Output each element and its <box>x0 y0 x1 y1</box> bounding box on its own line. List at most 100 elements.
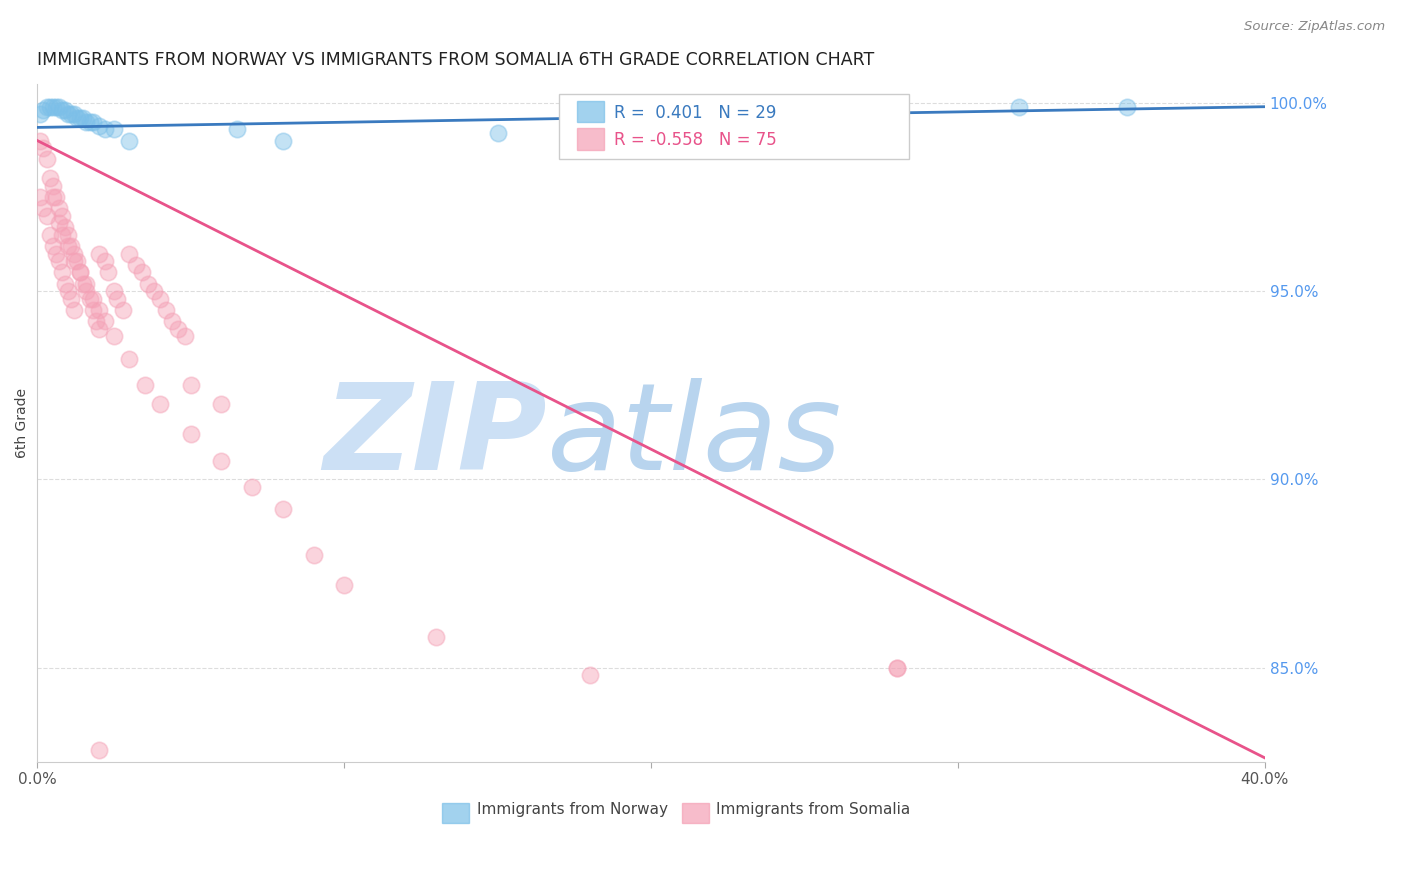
Point <box>87 119 110 133</box>
Point <box>53 277 76 291</box>
Point <box>94 254 117 268</box>
Point <box>103 329 125 343</box>
Point <box>41 100 63 114</box>
Point <box>60 239 83 253</box>
Point <box>53 103 76 118</box>
Point <box>79 292 101 306</box>
Point <box>32 202 55 216</box>
Point <box>48 202 70 216</box>
Point <box>118 134 141 148</box>
Point <box>72 277 94 291</box>
Point <box>131 265 153 279</box>
Point <box>486 126 509 140</box>
Text: ZIP: ZIP <box>323 378 547 495</box>
Point <box>103 284 125 298</box>
Point <box>60 292 83 306</box>
Point <box>35 209 58 223</box>
Point <box>63 254 86 268</box>
Point <box>333 578 356 592</box>
Point <box>66 254 89 268</box>
Point <box>82 303 104 318</box>
Point <box>180 427 202 442</box>
Point <box>32 103 55 118</box>
Point <box>45 190 67 204</box>
Point <box>63 107 86 121</box>
Point <box>425 631 447 645</box>
Point <box>69 265 91 279</box>
Point <box>53 220 76 235</box>
Point <box>211 397 233 411</box>
Point <box>211 453 233 467</box>
Point <box>35 153 58 167</box>
Point <box>136 277 159 291</box>
Point <box>82 115 104 129</box>
Point <box>32 141 55 155</box>
Point <box>762 107 785 121</box>
Point <box>48 254 70 268</box>
Point <box>48 216 70 230</box>
Point <box>149 397 172 411</box>
Point <box>41 239 63 253</box>
Point <box>30 107 52 121</box>
Point <box>35 100 58 114</box>
Point <box>63 303 86 318</box>
Point <box>56 239 79 253</box>
Text: R = -0.558   N = 75: R = -0.558 N = 75 <box>614 131 778 149</box>
Point <box>105 292 128 306</box>
Point <box>162 314 184 328</box>
Text: R =  0.401   N = 29: R = 0.401 N = 29 <box>614 103 776 121</box>
Text: Immigrants from Norway: Immigrants from Norway <box>477 802 668 816</box>
FancyBboxPatch shape <box>443 803 470 822</box>
Point <box>51 265 73 279</box>
Text: Immigrants from Somalia: Immigrants from Somalia <box>716 802 911 816</box>
Point <box>87 246 110 260</box>
Text: Source: ZipAtlas.com: Source: ZipAtlas.com <box>1244 20 1385 33</box>
Point <box>60 107 83 121</box>
FancyBboxPatch shape <box>578 128 605 150</box>
Point <box>56 227 79 242</box>
Point <box>41 190 63 204</box>
Point <box>56 284 79 298</box>
Point <box>87 743 110 757</box>
Point <box>240 480 263 494</box>
Point <box>97 265 120 279</box>
Point <box>63 246 86 260</box>
Point <box>69 111 91 125</box>
Point <box>271 502 294 516</box>
Point <box>87 303 110 318</box>
Point <box>640 100 662 114</box>
Point <box>112 303 135 318</box>
Point <box>66 111 89 125</box>
Point <box>271 134 294 148</box>
Point <box>167 322 190 336</box>
Point <box>51 227 73 242</box>
Point <box>51 209 73 223</box>
Point <box>94 314 117 328</box>
Y-axis label: 6th Grade: 6th Grade <box>15 388 30 458</box>
Point <box>30 190 52 204</box>
FancyBboxPatch shape <box>560 95 908 159</box>
Point <box>118 246 141 260</box>
FancyBboxPatch shape <box>578 101 605 122</box>
Point <box>45 100 67 114</box>
Point <box>155 303 177 318</box>
Point <box>173 329 195 343</box>
Point <box>72 111 94 125</box>
Point <box>84 314 107 328</box>
Point <box>142 284 165 298</box>
Point <box>75 115 97 129</box>
Point <box>82 292 104 306</box>
Point <box>75 277 97 291</box>
FancyBboxPatch shape <box>682 803 709 822</box>
Point <box>103 122 125 136</box>
Point <box>180 378 202 392</box>
Point <box>38 100 60 114</box>
Point <box>45 246 67 260</box>
Point <box>38 171 60 186</box>
Point <box>124 258 146 272</box>
Point <box>118 351 141 366</box>
Point <box>69 265 91 279</box>
Point <box>1008 100 1031 114</box>
Point <box>51 103 73 118</box>
Point <box>41 178 63 193</box>
